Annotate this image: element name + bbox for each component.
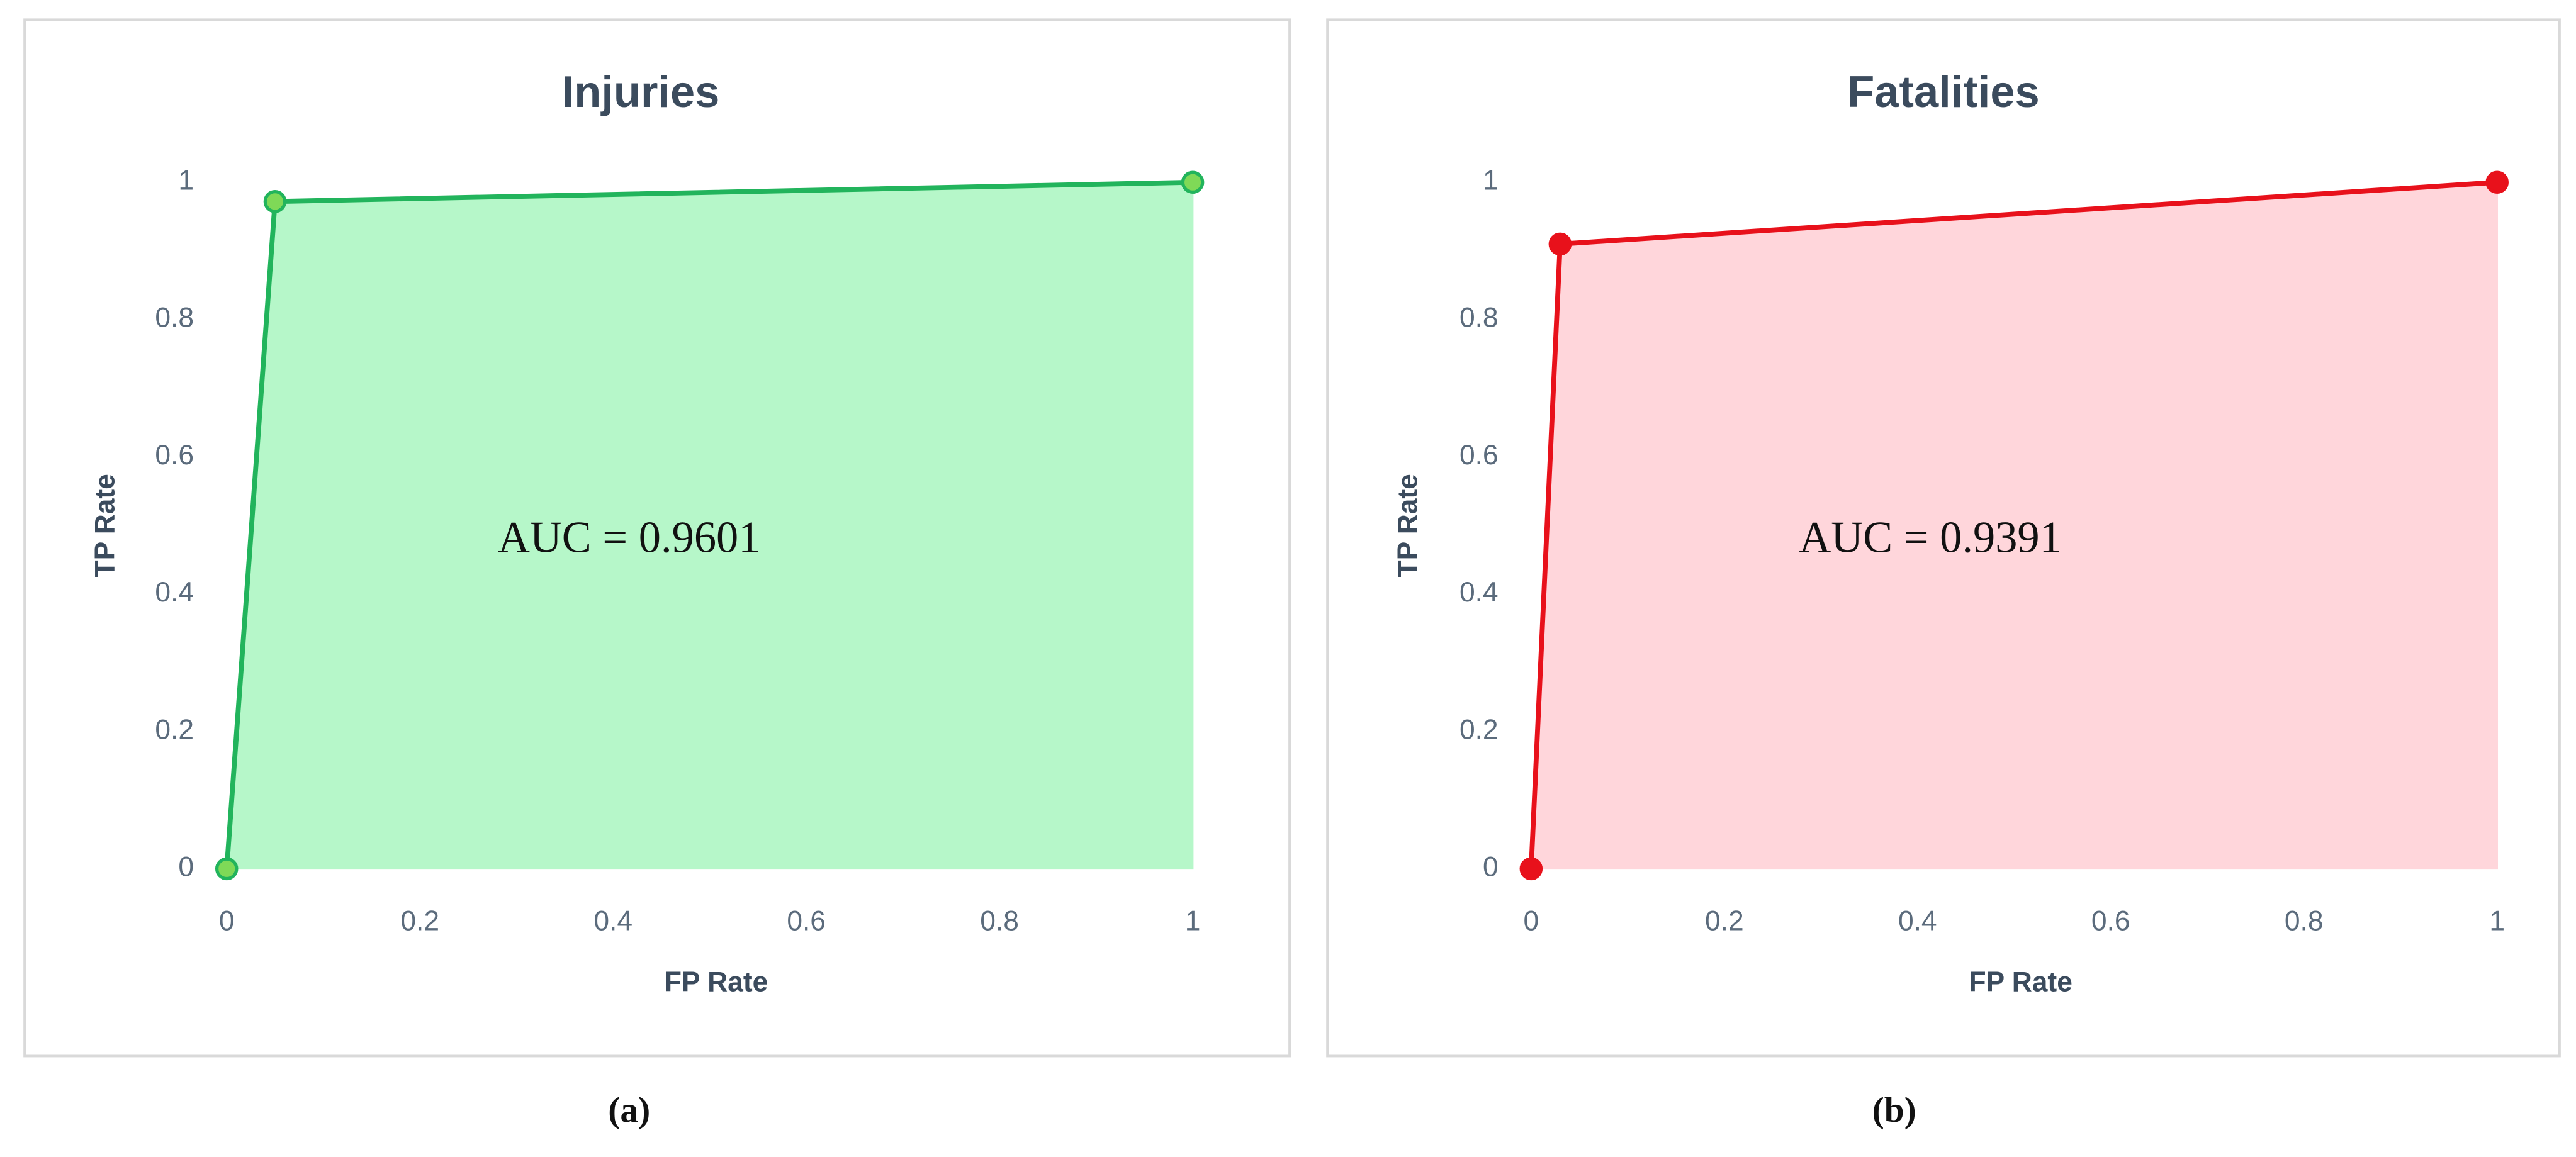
- y-tick-label: 0.2: [155, 714, 194, 745]
- y-tick-label: 0: [178, 852, 194, 883]
- y-tick-label: 0.8: [1460, 303, 1499, 333]
- y-tick-label: 1: [1483, 165, 1499, 196]
- y-axis-title: TP Rate: [1392, 474, 1423, 577]
- y-tick-label: 0.6: [155, 440, 194, 471]
- x-tick-label: 0.8: [980, 906, 1019, 937]
- annotation: AUC = 0.9391: [1799, 513, 2062, 562]
- marker: [1181, 170, 1205, 194]
- annotation: AUC = 0.9601: [498, 513, 761, 562]
- x-tick-label: 0.4: [593, 906, 633, 937]
- x-tick-label: 0.4: [1898, 906, 1937, 937]
- y-tick-label: 0: [1483, 852, 1499, 883]
- x-tick-label: 0.2: [400, 906, 439, 937]
- y-tick-label: 0.4: [155, 577, 194, 608]
- x-tick-label: 0.8: [2285, 906, 2324, 937]
- y-tick-label: 1: [178, 165, 194, 196]
- x-tick-label: 0.6: [2091, 906, 2130, 937]
- y-tick-label: 0.2: [1460, 714, 1499, 745]
- marker: [1548, 232, 1572, 256]
- x-tick-label: 0.2: [1705, 906, 1744, 937]
- y-axis-title: TP Rate: [89, 474, 120, 577]
- marker: [263, 190, 287, 213]
- caption: (a): [608, 1090, 650, 1130]
- caption: (b): [1872, 1090, 1916, 1130]
- x-tick-label: 0.6: [787, 906, 826, 937]
- x-tick-label: 0: [219, 906, 235, 937]
- x-tick-label: 0: [1523, 906, 1539, 937]
- y-tick-label: 0.8: [155, 303, 194, 333]
- x-axis-title: FP Rate: [1969, 966, 2073, 997]
- chart-title: Fatalities: [1847, 67, 2039, 116]
- x-axis-title: FP Rate: [665, 966, 768, 997]
- marker: [1519, 857, 1543, 881]
- y-tick-label: 0.4: [1460, 577, 1499, 608]
- x-tick-label: 1: [2489, 906, 2505, 937]
- chart-title: Injuries: [562, 67, 720, 116]
- y-tick-label: 0.6: [1460, 440, 1499, 471]
- marker: [215, 857, 239, 881]
- marker: [2485, 170, 2509, 194]
- x-tick-label: 1: [1185, 906, 1201, 937]
